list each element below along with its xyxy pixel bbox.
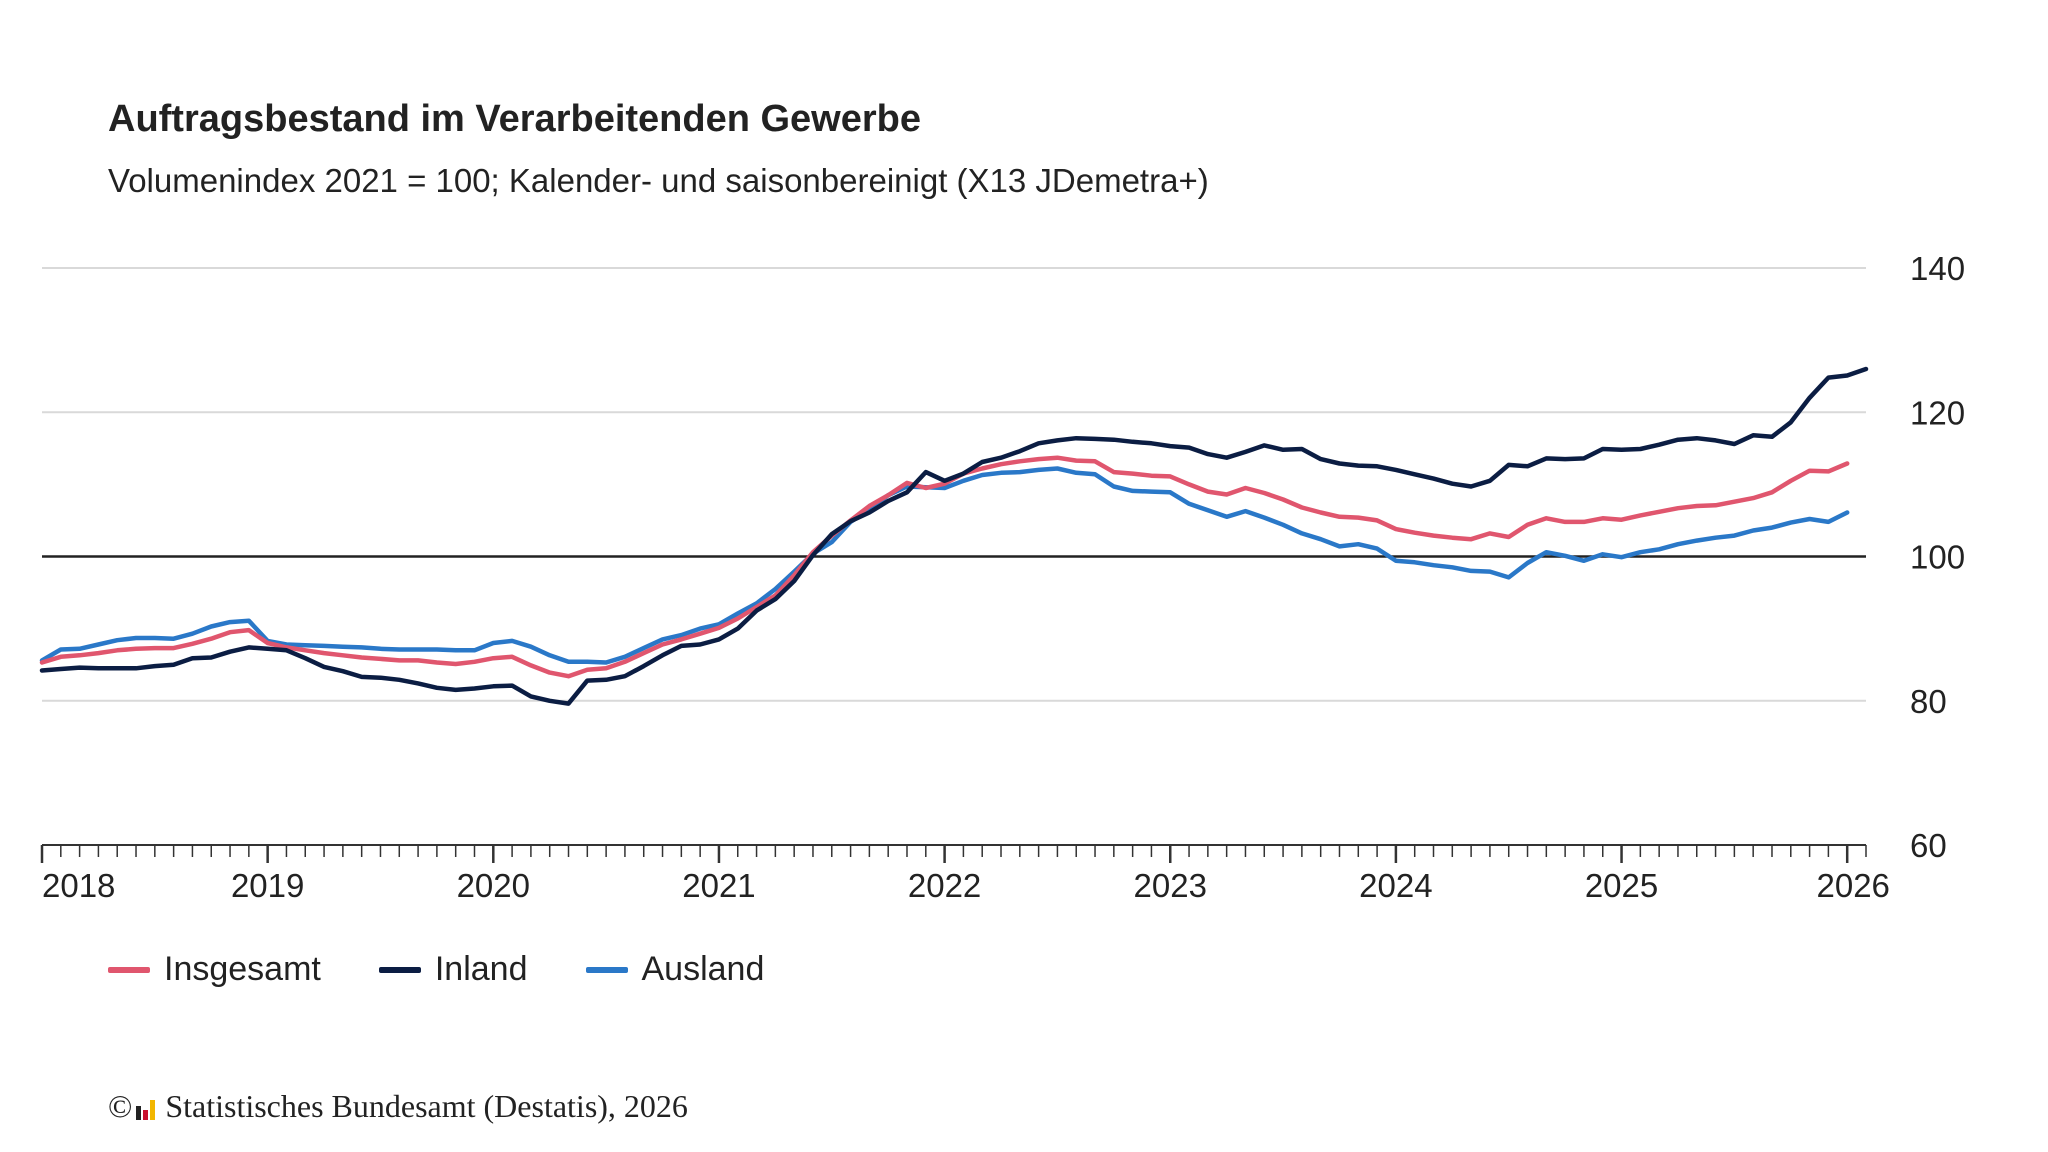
source-note: © Statistisches Bundesamt (Destatis), 20… <box>108 1088 688 1125</box>
y-tick-label-120: 120 <box>1910 394 1965 431</box>
y-tick-label-140: 140 <box>1910 250 1965 287</box>
y-tick-label-80: 80 <box>1910 683 1947 720</box>
source-text: Statistisches Bundesamt (Destatis), 2026 <box>165 1088 688 1124</box>
x-tick-label-2021: 2021 <box>682 867 755 904</box>
legend-item-ausland[interactable]: Ausland <box>585 950 765 989</box>
x-tick-label-2026: 2026 <box>1816 867 1889 904</box>
legend-item-inland[interactable]: Inland <box>378 950 528 989</box>
legend-label-inland: Inland <box>434 950 528 988</box>
x-tick-label-2022: 2022 <box>908 867 981 904</box>
y-tick-label-60: 60 <box>1910 827 1947 864</box>
copyright-symbol: © <box>108 1088 133 1124</box>
series-line-inland <box>39 366 1869 706</box>
chart-subtitle: Volumenindex 2021 = 100; Kalender- und s… <box>108 162 1209 199</box>
series-line-ausland <box>39 466 1850 665</box>
legend-swatch-inland <box>378 966 421 973</box>
series-line-insgesamt <box>39 455 1850 679</box>
chart-legend: Insgesamt Inland Ausland <box>108 950 822 989</box>
y-tick-label-100: 100 <box>1910 539 1965 576</box>
destatis-logo-icon <box>136 1094 157 1120</box>
legend-swatch-insgesamt <box>108 966 150 973</box>
legend-item-insgesamt[interactable]: Insgesamt <box>108 950 321 989</box>
x-tick-label-2019: 2019 <box>231 867 304 904</box>
legend-label-insgesamt: Insgesamt <box>164 950 321 988</box>
x-tick-label-2025: 2025 <box>1585 867 1658 904</box>
x-tick-label-2024: 2024 <box>1359 867 1432 904</box>
x-tick-label-2020: 2020 <box>457 867 530 904</box>
chart-title: Auftragsbestand im Verarbeitenden Gewerb… <box>108 98 922 140</box>
legend-swatch-ausland <box>585 966 628 973</box>
x-tick-label-2018: 2018 <box>42 867 115 904</box>
legend-label-ausland: Ausland <box>641 950 765 988</box>
x-tick-label-2023: 2023 <box>1134 867 1207 904</box>
